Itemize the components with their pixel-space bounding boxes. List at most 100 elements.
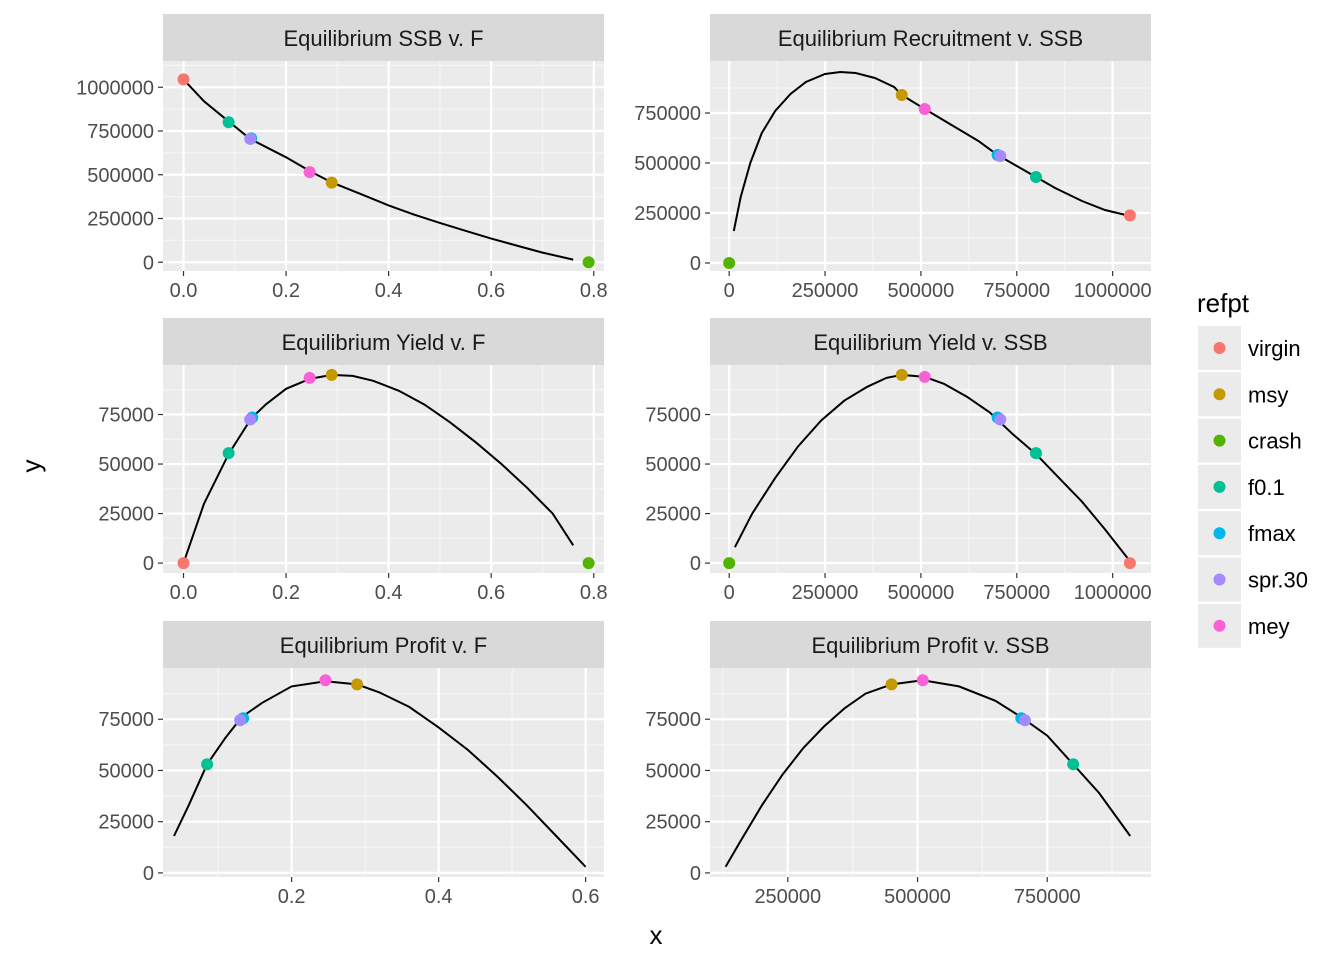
x-tick-label: 0.6 — [477, 280, 505, 302]
refpt-point-spr-30 — [244, 413, 257, 426]
refpt-point-spr-30 — [244, 132, 257, 145]
legend-swatch — [1213, 573, 1226, 586]
legend-item: virgin — [1198, 326, 1301, 370]
legend-item: crash — [1198, 418, 1302, 463]
refpt-point-mey — [303, 166, 316, 179]
x-tick-label: 750000 — [983, 582, 1050, 604]
x-tick-label: 0.2 — [278, 886, 306, 908]
y-tick-label: 50000 — [98, 454, 154, 476]
x-tick-label: 500000 — [888, 280, 955, 302]
x-tick-label: 750000 — [1014, 886, 1081, 908]
x-tick-label: 0 — [724, 280, 735, 302]
y-tick-label: 0 — [690, 553, 701, 575]
facet-panel: Equilibrium SSB v. F 0.0 0.2 0.4 0.6 0.8 0 2500… — [76, 14, 608, 302]
facet-panels: Equilibrium SSB v. F 0.0 0.2 0.4 0.6 0.8 0 2500… — [76, 14, 1152, 908]
x-tick-label: 750000 — [983, 280, 1050, 302]
facet-title: Equilibrium SSB v. F — [283, 26, 483, 51]
x-tick-label: 0.6 — [572, 886, 600, 908]
y-tick-label: 0 — [690, 863, 701, 885]
legend-item: msy — [1198, 372, 1288, 417]
facet-panel: Equilibrium Recruitment v. SSB 0 250000 500… — [634, 14, 1152, 302]
y-tick-label: 25000 — [645, 812, 701, 834]
gridlines — [710, 365, 1151, 573]
legend-label: spr.30 — [1248, 568, 1308, 593]
refpt-point-virgin — [1123, 209, 1136, 222]
refpt-point-f0-1 — [222, 447, 235, 460]
refpt-point-virgin — [177, 557, 190, 570]
y-tick-label: 0 — [690, 253, 701, 275]
equilibrium-curve — [182, 78, 574, 261]
x-tick-label: 1000000 — [1074, 582, 1152, 604]
legend-swatch — [1213, 388, 1226, 401]
y-tick-label: 50000 — [98, 760, 154, 782]
y-tick-label: 250000 — [87, 209, 154, 231]
legend-swatch — [1213, 527, 1226, 540]
x-tick-label: 0.2 — [272, 582, 300, 604]
refpt-point-mey — [303, 371, 316, 384]
refpt-point-crash — [723, 557, 736, 570]
x-tick-label: 0.8 — [580, 582, 608, 604]
plot-background — [710, 61, 1151, 271]
legend-item: f0.1 — [1198, 464, 1285, 509]
y-tick-label: 50000 — [645, 454, 701, 476]
facet-strip — [710, 14, 1151, 61]
plot-background — [163, 61, 604, 271]
refpt-point-f0-1 — [201, 758, 214, 771]
x-tick-label: 0.0 — [170, 280, 198, 302]
y-tick-label: 1000000 — [76, 77, 154, 99]
x-axis-title: x — [650, 920, 663, 950]
x-tick-label: 250000 — [792, 582, 859, 604]
y-tick-label: 500000 — [634, 153, 701, 175]
plot-background — [710, 668, 1151, 877]
facet-strip — [710, 621, 1151, 668]
facet-title: Equilibrium Profit v. F — [280, 633, 487, 658]
x-tick-label: 0.2 — [272, 280, 300, 302]
x-tick-label: 500000 — [884, 886, 951, 908]
refpt-point-msy — [895, 89, 908, 101]
refpt-point-msy — [325, 176, 338, 189]
y-tick-label: 25000 — [98, 504, 154, 526]
y-tick-label: 0 — [143, 863, 154, 885]
x-tick-label: 0.4 — [425, 886, 453, 908]
y-tick-label: 75000 — [98, 709, 154, 731]
facet-strip — [163, 621, 604, 668]
y-tick-label: 25000 — [98, 812, 154, 834]
facet-title: Equilibrium Yield v. SSB — [813, 330, 1047, 355]
legend-label: f0.1 — [1248, 475, 1285, 500]
legend-item: mey — [1198, 603, 1290, 648]
gridlines — [163, 365, 604, 573]
legend-label: mey — [1248, 614, 1290, 639]
y-tick-label: 75000 — [98, 405, 154, 427]
refpt-point-spr-30 — [994, 413, 1007, 426]
refpt-point-mey — [319, 674, 332, 687]
legend-title: refpt — [1197, 288, 1250, 318]
facet-title: Equilibrium Recruitment v. SSB — [778, 26, 1083, 51]
refpt-point-msy — [325, 368, 338, 381]
legend-item: fmax — [1198, 511, 1296, 556]
legend-swatch — [1213, 619, 1226, 632]
refpt-point-f0-1 — [1029, 171, 1042, 183]
plot-background — [163, 668, 604, 877]
refpt-point-msy — [895, 368, 908, 381]
x-tick-label: 0.4 — [375, 280, 403, 302]
x-tick-label: 250000 — [792, 280, 859, 302]
refpt-point-spr-30 — [994, 150, 1007, 162]
equilibrium-curve — [732, 70, 1131, 232]
refpt-point-spr-30 — [1018, 714, 1031, 727]
x-tick-label: 250000 — [754, 886, 821, 908]
y-tick-label: 0 — [143, 553, 154, 575]
y-tick-label: 250000 — [634, 203, 701, 225]
refpt-point-mey — [916, 674, 929, 687]
x-tick-label: 0.8 — [580, 280, 608, 302]
y-tick-label: 75000 — [645, 405, 701, 427]
refpt-point-f0-1 — [222, 116, 235, 129]
refpt-point-msy — [351, 678, 364, 691]
y-tick-label: 25000 — [645, 504, 701, 526]
y-tick-label: 500000 — [87, 165, 154, 187]
facet-title: Equilibrium Yield v. F — [282, 330, 486, 355]
plot-background — [710, 365, 1151, 573]
gridlines — [163, 61, 604, 271]
legend-items: virgin msy crash f0.1 fmax spr.30 mey — [1198, 326, 1308, 648]
y-tick-label: 0 — [143, 252, 154, 274]
y-tick-label: 750000 — [87, 121, 154, 143]
